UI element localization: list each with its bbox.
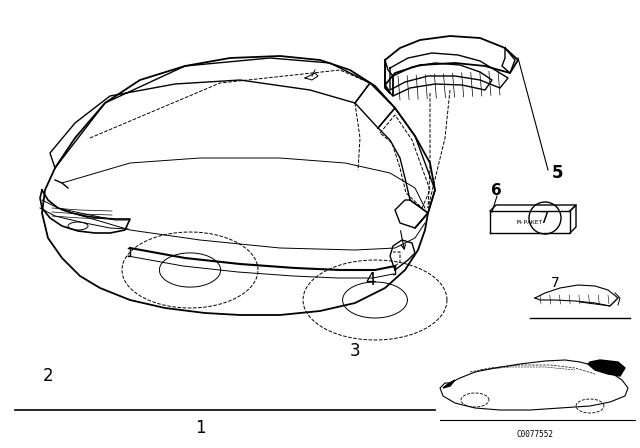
Polygon shape [588, 360, 625, 376]
Text: C0077552: C0077552 [516, 430, 554, 439]
Text: 4: 4 [365, 271, 375, 289]
Text: 5: 5 [552, 164, 563, 182]
Text: 1: 1 [195, 419, 205, 437]
Text: 2: 2 [43, 367, 53, 385]
Text: 7: 7 [550, 276, 559, 290]
Text: 7: 7 [540, 211, 550, 225]
Text: M-PAKET: M-PAKET [517, 220, 543, 224]
Polygon shape [443, 380, 455, 388]
Text: 6: 6 [491, 182, 501, 198]
Text: 3: 3 [349, 342, 360, 360]
